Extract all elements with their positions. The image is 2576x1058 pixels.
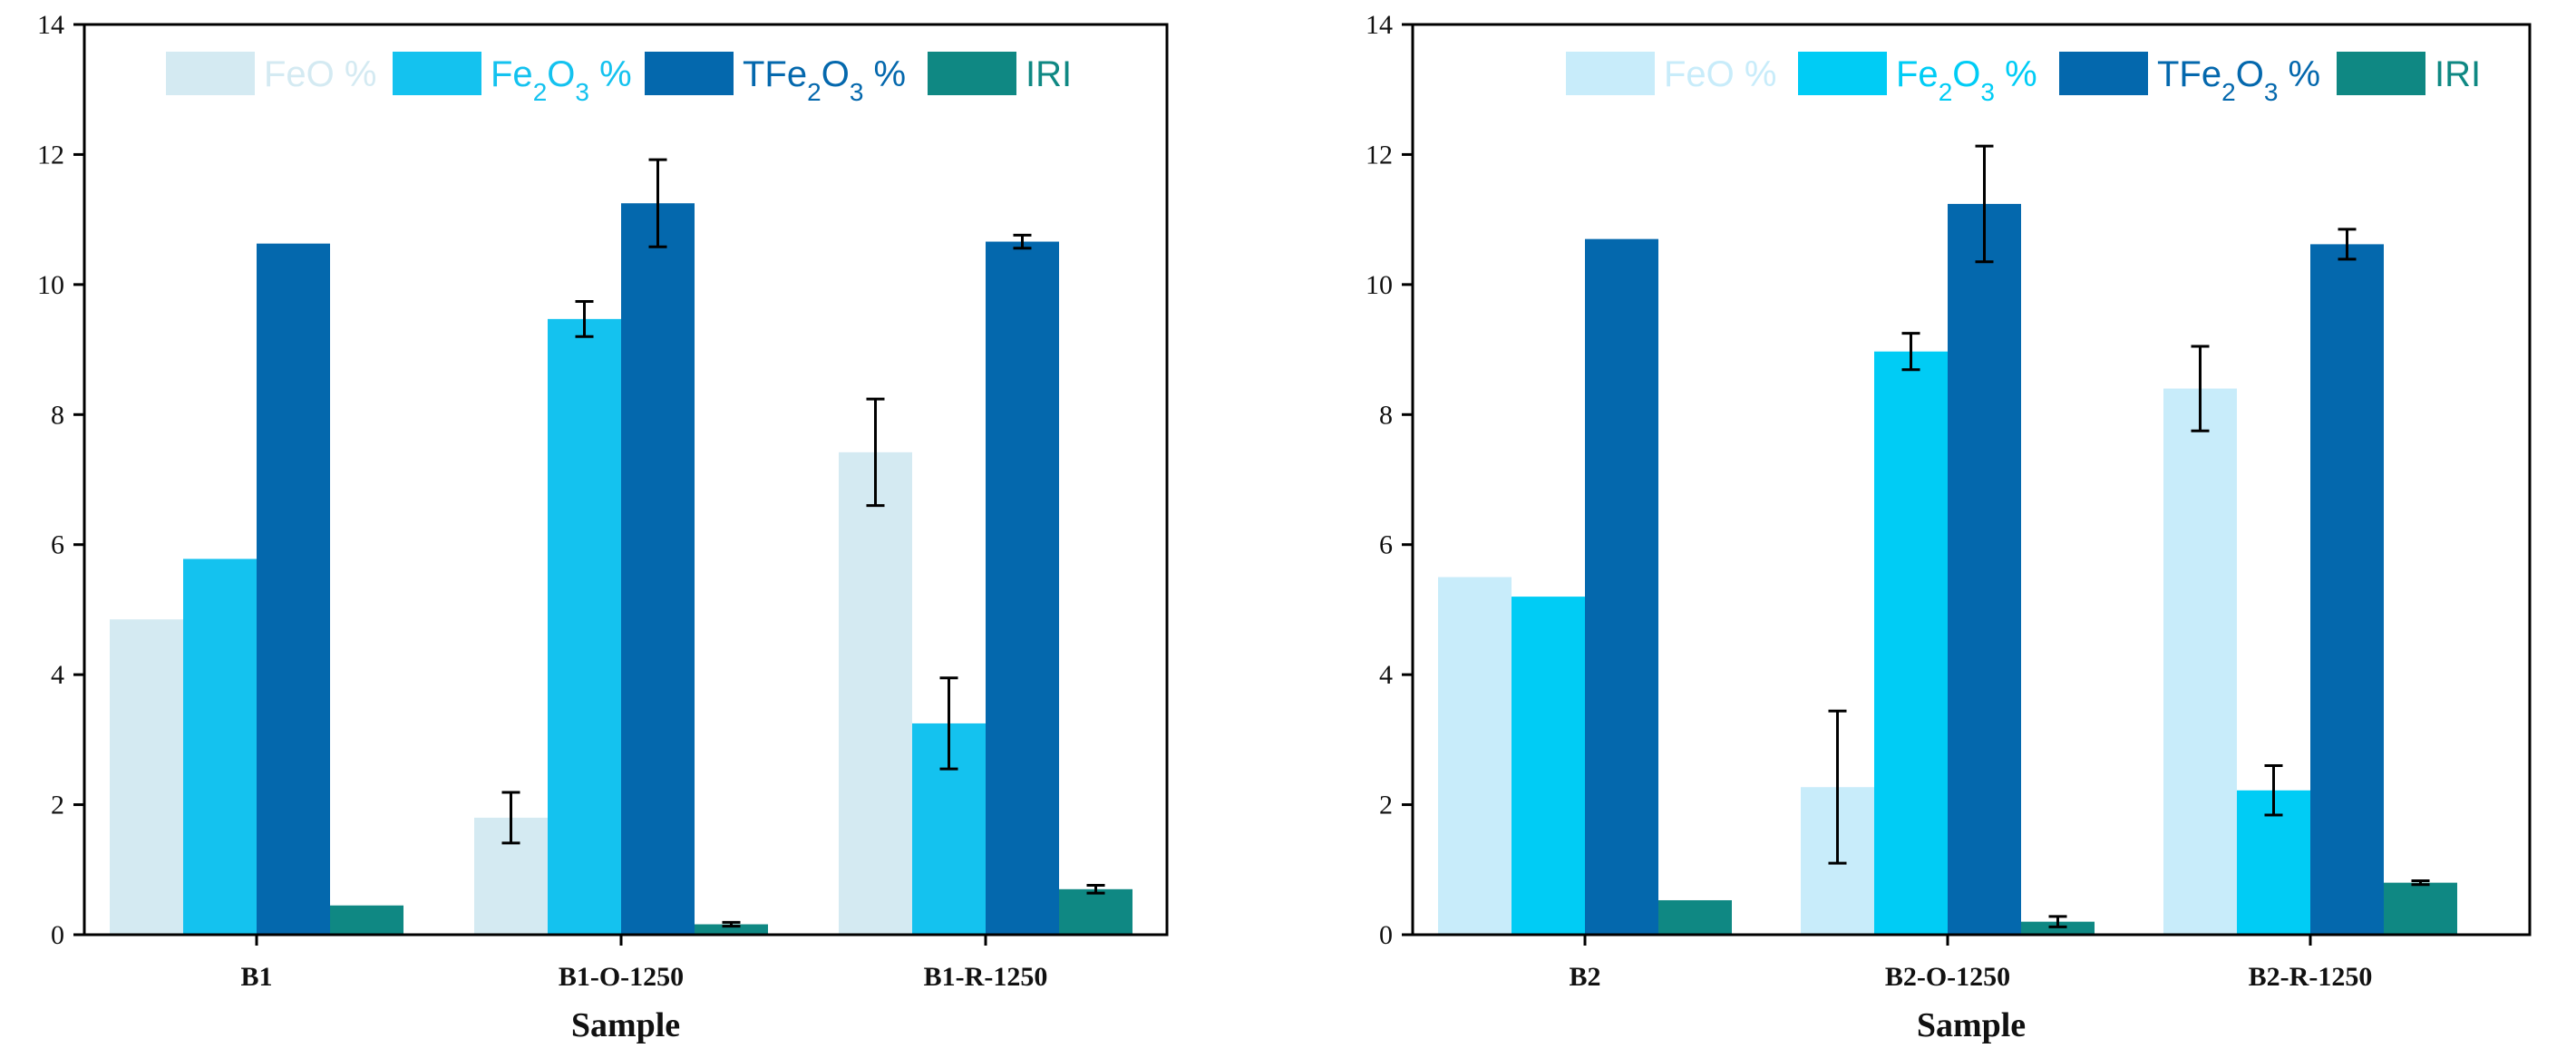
legend-item-3: TFe2O3 %: [2059, 52, 2320, 106]
legend: FeO % Fe2O3 % TFe2O3 % IRI: [1566, 52, 2481, 106]
x-axis-title: Sample: [571, 1006, 680, 1044]
plot-frame: [1411, 23, 2532, 937]
legend-swatch: [645, 52, 734, 95]
legend-label: IRI: [1026, 54, 1072, 94]
legend-item-1: FeO %: [1566, 52, 1776, 95]
bar-B1-O-1250-TFe2O3: [621, 203, 695, 935]
y-tick-label: 2: [1379, 791, 1393, 820]
y-tick-label: 8: [1379, 400, 1393, 430]
legend-label: IRI: [2435, 54, 2481, 94]
bar-B2-R-1250-TFe2O3: [2310, 244, 2384, 935]
legend-swatch: [166, 52, 255, 95]
error-bar-B2-R-1250-Fe2O3: [2264, 764, 2283, 817]
legend-label: TFe2O3 %: [743, 54, 906, 106]
x-tick-label: B2-O-1250: [1885, 962, 2010, 992]
legend: FeO % Fe2O3 % TFe2O3 % IRI: [166, 52, 1072, 106]
bar-B1-R-1250-FeO: [839, 451, 912, 935]
bar-B1-R-1250-IRI: [1059, 888, 1132, 935]
error-bar-B2-R-1250-TFe2O3: [2338, 228, 2357, 261]
bar-B1-O-1250-IRI: [695, 924, 768, 935]
y-tick-label: 6: [51, 530, 64, 560]
legend-item-2: Fe2O3 %: [393, 52, 632, 106]
legend-label: TFe2O3 %: [2157, 54, 2320, 106]
bar-B2-IRI: [1658, 899, 1732, 935]
legend-swatch: [1566, 52, 1655, 95]
legend-item-4: IRI: [928, 52, 1072, 95]
y-tick-label: 4: [51, 660, 64, 690]
x-tick-label: B1-R-1250: [924, 962, 1048, 992]
bar-B1-R-1250-TFe2O3: [986, 241, 1059, 935]
y-tick-label: 12: [37, 140, 64, 170]
legend-label: Fe2O3 %: [1896, 54, 2037, 106]
bar-B1-FeO: [110, 619, 183, 935]
error-bar-B1-R-1250-Fe2O3: [939, 676, 958, 771]
legend-item-4: IRI: [2337, 52, 2481, 95]
x-tick-label: B1-O-1250: [559, 962, 684, 992]
error-bar-B1-O-1250-Fe2O3: [575, 300, 594, 338]
bar-B2-R-1250-IRI: [2384, 882, 2457, 935]
legend-swatch: [2059, 52, 2148, 95]
legend-label: FeO %: [264, 54, 376, 94]
bar-B2-R-1250-FeO: [2163, 388, 2237, 936]
legend-item-3: TFe2O3 %: [645, 52, 906, 106]
chart-panel-1: B1 B1-O-1250 B1-R-1250 0 2 4 6 8 10 12 14 Sample FeO…: [37, 10, 1169, 1044]
y-tick-label: 0: [1379, 920, 1393, 950]
y-tick-label: 14: [37, 10, 64, 40]
bar-B1-Fe2O3: [183, 558, 257, 935]
y-tick-label: 14: [1366, 10, 1393, 40]
y-tick-label: 2: [51, 791, 64, 820]
x-tick-label: B2: [1569, 962, 1600, 992]
x-tick-label: B1: [240, 962, 272, 992]
plot-frame: [83, 23, 1169, 937]
bar-B1-O-1250-Fe2O3: [548, 318, 621, 935]
bar-B2-TFe2O3: [1585, 238, 1658, 936]
chart-panel-2: B2 B2-O-1250 B2-R-1250 0 2 4 6 8 10 12 14 Sample FeO…: [1366, 10, 2532, 1044]
error-bar-B1-O-1250-FeO: [501, 791, 520, 845]
legend-label: Fe2O3 %: [491, 54, 632, 106]
legend-swatch: [928, 52, 1016, 95]
error-bar-B2-O-1250-IRI: [2048, 915, 2067, 928]
error-bar-B2-R-1250-FeO: [2191, 345, 2210, 432]
error-bar-B2-O-1250-FeO: [1828, 709, 1847, 865]
error-bar-B1-O-1250-TFe2O3: [648, 158, 667, 248]
y-tick-label: 12: [1366, 140, 1393, 170]
legend-label: FeO %: [1664, 54, 1776, 94]
bar-B2-Fe2O3: [1512, 597, 1585, 935]
legend-swatch: [2337, 52, 2425, 95]
legend-swatch: [1798, 52, 1887, 95]
bar-B2-O-1250-Fe2O3: [1874, 351, 1948, 935]
y-tick-label: 10: [1366, 270, 1393, 300]
legend-item-2: Fe2O3 %: [1798, 52, 2037, 106]
bar-B1-IRI: [330, 905, 403, 935]
y-tick-label: 0: [51, 920, 64, 950]
error-bar-B1-R-1250-IRI: [1086, 883, 1105, 895]
legend-item-1: FeO %: [166, 52, 376, 95]
y-tick-label: 4: [1379, 660, 1393, 690]
bar-B2-FeO: [1438, 577, 1512, 935]
x-axis-title: Sample: [1917, 1006, 2026, 1044]
y-tick-label: 10: [37, 270, 64, 300]
error-bar-B2-O-1250-Fe2O3: [1901, 332, 1920, 372]
error-bar-B1-R-1250-FeO: [866, 397, 885, 508]
error-bar-B1-O-1250-IRI: [722, 920, 741, 928]
y-tick-label: 8: [51, 400, 64, 430]
error-bar-B2-O-1250-TFe2O3: [1975, 144, 1994, 264]
bar-B1-TFe2O3: [257, 243, 330, 936]
legend-swatch: [393, 52, 481, 95]
y-tick-label: 6: [1379, 530, 1393, 560]
error-bar-B2-R-1250-IRI: [2411, 878, 2430, 887]
bar-B2-O-1250-TFe2O3: [1948, 203, 2021, 936]
error-bar-B1-R-1250-TFe2O3: [1013, 233, 1032, 250]
x-tick-label: B2-R-1250: [2249, 962, 2373, 992]
